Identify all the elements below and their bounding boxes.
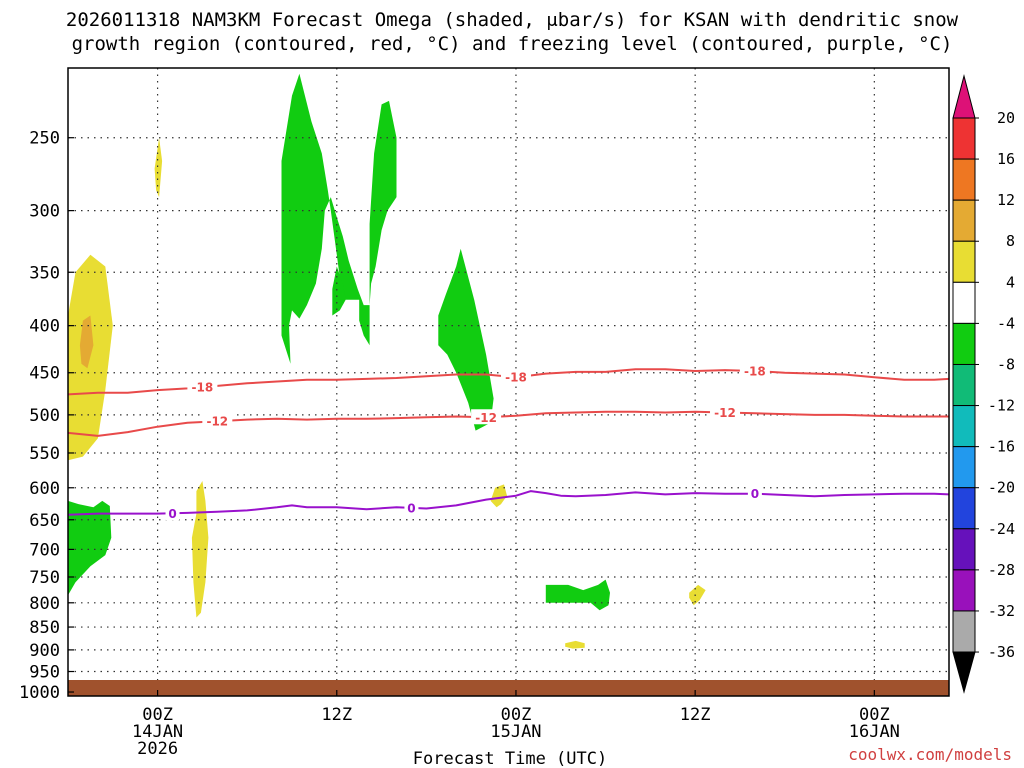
colorbar-label: -32 (988, 602, 1015, 620)
colorbar-label: -12 (988, 397, 1015, 415)
colorbar-label: 4 (1006, 273, 1015, 291)
gridlines (68, 68, 949, 696)
colorbar-label: 20 (997, 109, 1015, 127)
y-tick-label: 700 (29, 540, 60, 560)
y-tick-label: 500 (29, 406, 60, 426)
y-tick-label: 650 (29, 511, 60, 531)
colorbar-swatch-6 (952, 363, 976, 407)
dgz-minus12-label: -12 (475, 411, 497, 425)
dgz-minus12-line (68, 410, 949, 437)
colorbar-swatch-12 (952, 610, 976, 653)
colorbar-swatch-5 (952, 322, 976, 365)
freezing-level-label-bg (747, 485, 762, 501)
dgz-minus18-label-bg (500, 369, 531, 385)
chart-title-line-1: 2026011318 NAM3KM Forecast Omega (shaded… (66, 9, 959, 31)
dgz-minus12-label-bg (202, 413, 233, 429)
x-tick-date: 15JAN (490, 722, 541, 742)
y-tick-label: 750 (29, 568, 60, 588)
colorbar-label: -16 (988, 438, 1015, 456)
dgz-minus18-label: -18 (192, 381, 214, 395)
omega-region-11 (689, 584, 706, 606)
temperature-contours: -18 -18 -18 -12 -12 -12 0 0 0 (68, 362, 949, 521)
colorbar-label: -36 (988, 643, 1015, 661)
colorbar-label: -8 (997, 355, 1015, 373)
dgz-minus18-label-bg (187, 379, 218, 395)
colorbar-swatch-9 (952, 487, 976, 530)
y-tick-label: 600 (29, 479, 60, 499)
colorbar-top-triangle (952, 74, 976, 119)
omega-region-8 (490, 484, 507, 508)
freezing-level-line (68, 490, 949, 516)
colorbar-label: 12 (997, 191, 1015, 209)
y-tick-label: 800 (29, 594, 60, 614)
x-tick-label: 00Z (501, 705, 532, 725)
ground-surface (68, 680, 949, 696)
dgz-minus18-label: -18 (505, 371, 527, 385)
colorbar-swatch-10 (952, 528, 976, 571)
y-tick-label: 550 (29, 444, 60, 464)
colorbar: 20 16 12 8 4 -4 -8 -12 -16 -20 -24 -28 -32 -36 (952, 74, 1015, 694)
freezing-level-label: 0 (168, 507, 176, 521)
x-tick-label: 12Z (321, 705, 352, 725)
dgz-minus12-label-bg (710, 404, 741, 420)
colorbar-swatch-3 (952, 240, 976, 283)
y-tick-label: 950 (29, 663, 60, 683)
colorbar-label: 16 (997, 150, 1015, 168)
dgz-minus12-label-bg (471, 409, 502, 425)
omega-region-10 (565, 640, 585, 649)
dgz-minus12-label: -12 (714, 406, 736, 420)
omega-region-9 (545, 579, 610, 611)
plot-frame (67, 67, 950, 697)
omega-region-1 (79, 315, 94, 369)
y-tick-label: 350 (29, 263, 60, 283)
y-tick-label: 300 (29, 202, 60, 222)
y-tick-label: 450 (29, 364, 60, 384)
colorbar-label: 8 (1006, 232, 1015, 250)
chart-title-line-2: growth region (contoured, red, °C) and f… (72, 33, 953, 55)
omega-region-7 (68, 500, 112, 596)
omega-region-0 (68, 254, 113, 461)
x-tick-label: 12Z (680, 705, 711, 725)
y-tick-label: 900 (29, 641, 60, 661)
colorbar-swatch-1 (952, 158, 976, 201)
dgz-minus12-label: -12 (206, 415, 228, 429)
dgz-minus18-label: -18 (744, 364, 766, 378)
colorbar-swatch-0 (952, 117, 976, 160)
colorbar-swatch-11 (952, 569, 976, 612)
colorbar-label: -20 (988, 479, 1015, 497)
freezing-level-label: 0 (751, 487, 759, 501)
omega-region-3 (281, 73, 397, 364)
y-tick-label: 1000 (19, 683, 60, 703)
x-tick-date: 14JAN (132, 722, 183, 742)
omega-region-5 (438, 248, 494, 431)
x-tick-label: 00Z (142, 705, 173, 725)
omega-shaded-regions (68, 73, 706, 649)
freezing-level-label-bg (165, 505, 180, 521)
dgz-minus18-label-bg (739, 362, 770, 378)
x-axis-title: Forecast Time (UTC) (413, 749, 607, 768)
freezing-level-label-bg (404, 499, 419, 515)
omega-region-4 (332, 266, 346, 316)
colorbar-label: -4 (997, 314, 1015, 332)
omega-region-6 (191, 481, 209, 618)
y-axis: 250 300 350 400 450 500 550 600 650 700 750 800 850 9… (19, 129, 74, 703)
freezing-level-label: 0 (407, 501, 415, 515)
y-tick-label: 400 (29, 317, 60, 337)
omega-region-2 (154, 137, 163, 198)
x-tick-label: 00Z (859, 705, 890, 725)
colorbar-swatch-7 (952, 405, 976, 448)
colorbar-swatch-2 (952, 199, 976, 242)
x-tick-year: 2026 (137, 739, 178, 759)
colorbar-swatch-8 (952, 446, 976, 489)
colorbar-swatch-4 (952, 281, 976, 324)
y-tick-label: 850 (29, 618, 60, 638)
credit-text: coolwx.com/models (848, 745, 1012, 764)
colorbar-bottom-triangle (952, 651, 976, 694)
y-tick-label: 250 (29, 129, 60, 149)
colorbar-label: -24 (988, 520, 1015, 538)
colorbar-label: -28 (988, 561, 1015, 579)
x-tick-date: 16JAN (849, 722, 900, 742)
